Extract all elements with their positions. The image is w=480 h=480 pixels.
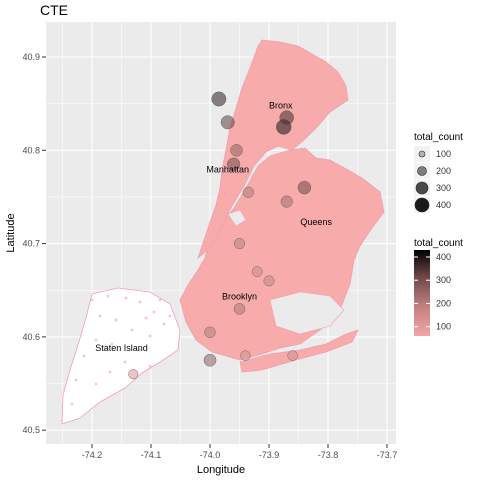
data-point — [297, 180, 312, 195]
data-point — [230, 144, 243, 157]
x-tick-label: -73.7 — [377, 450, 398, 460]
staten-island-dot — [124, 296, 128, 300]
data-point — [242, 186, 254, 198]
data-point — [227, 157, 241, 171]
manhattan-bronx-land — [197, 39, 349, 260]
legend: total_count 100 200 300 400 total_count 100 200… — [414, 132, 463, 336]
size-legend-label: 400 — [436, 200, 451, 210]
borough-label: Staten Island — [95, 343, 148, 353]
staten-island-dot — [108, 370, 112, 374]
staten-island-land — [61, 287, 181, 425]
size-legend-label: 100 — [436, 149, 451, 159]
staten-island-dot — [152, 310, 156, 314]
axis-ticks: -74.2 -74.1 -74.0 -73.9 -73.8 -73.7 40.5 40.6 40… — [22, 52, 397, 460]
color-legend-label: 100 — [436, 322, 451, 332]
data-point — [240, 350, 251, 361]
y-tick-label: 40.5 — [22, 425, 40, 435]
y-tick-label: 40.6 — [22, 332, 40, 342]
color-legend-label: 300 — [436, 275, 451, 285]
staten-island-dot — [74, 378, 78, 382]
staten-island-dot — [106, 294, 110, 298]
staten-island-dot — [90, 298, 94, 302]
data-point — [211, 91, 227, 107]
borough-label: Brooklyn — [222, 292, 257, 302]
newtown-creek — [227, 209, 247, 227]
staten-island-dot — [130, 328, 134, 332]
staten-island-dot — [138, 348, 142, 352]
size-legend-symbol — [418, 150, 426, 158]
x-tick-label: -73.9 — [259, 450, 280, 460]
size-legend-label: 300 — [436, 183, 451, 193]
borough-label: Queens — [300, 217, 332, 227]
staten-island-dot — [110, 342, 114, 346]
size-legend-label: 200 — [436, 166, 451, 176]
y-tick-label: 40.8 — [22, 145, 40, 155]
data-point — [204, 326, 216, 338]
data-point — [280, 195, 293, 208]
staten-island-dot — [98, 314, 102, 318]
x-tick-label: -74.2 — [82, 450, 103, 460]
y-axis-title: Latitude — [5, 213, 17, 252]
data-point — [220, 115, 235, 130]
x-tick-label: -73.8 — [318, 450, 339, 460]
borough-labels: Bronx Manhattan Queens Brooklyn Staten Islan… — [95, 100, 332, 353]
size-legend-symbol — [417, 166, 427, 176]
land-masses — [61, 39, 385, 425]
data-point — [203, 353, 217, 367]
chart-title: CTE — [40, 2, 68, 18]
x-axis-title: Longitude — [197, 464, 245, 476]
staten-island-dot — [94, 382, 98, 386]
staten-island-dot — [70, 402, 74, 406]
y-tick-label: 40.9 — [22, 52, 40, 62]
staten-island-dot — [138, 300, 142, 304]
staten-island-dot — [82, 354, 86, 358]
size-legend-title: total_count — [414, 132, 463, 143]
color-legend-title: total_count — [414, 238, 463, 249]
data-point — [263, 275, 275, 287]
color-legend-bar — [414, 250, 430, 336]
jamaica-bay — [269, 291, 345, 335]
staten-island-dot — [162, 322, 166, 326]
staten-island-dot — [144, 316, 148, 320]
data-point — [279, 110, 294, 125]
y-tick-label: 40.7 — [22, 239, 40, 249]
staten-island-dot — [114, 318, 118, 322]
color-legend-label: 400 — [436, 252, 451, 262]
staten-island-dot — [158, 298, 162, 302]
borough-label: Manhattan — [206, 165, 249, 175]
data-point — [287, 350, 298, 361]
data-point — [233, 303, 246, 315]
data-points — [128, 91, 312, 380]
staten-island-dot — [148, 364, 152, 368]
rockaway-land — [239, 329, 359, 373]
borough-label: Bronx — [269, 100, 293, 110]
color-legend-label: 200 — [436, 298, 451, 308]
staten-island-dot — [168, 314, 172, 318]
data-point — [233, 238, 245, 250]
x-tick-label: -74.1 — [141, 450, 162, 460]
size-legend-symbol — [415, 181, 429, 195]
staten-island-dot — [123, 360, 127, 364]
x-tick-label: -74.0 — [200, 450, 221, 460]
size-legend-symbol — [414, 197, 430, 213]
data-point — [251, 266, 263, 277]
data-point — [128, 369, 139, 380]
staten-island-dot — [148, 334, 152, 338]
staten-island-dot — [94, 338, 98, 342]
